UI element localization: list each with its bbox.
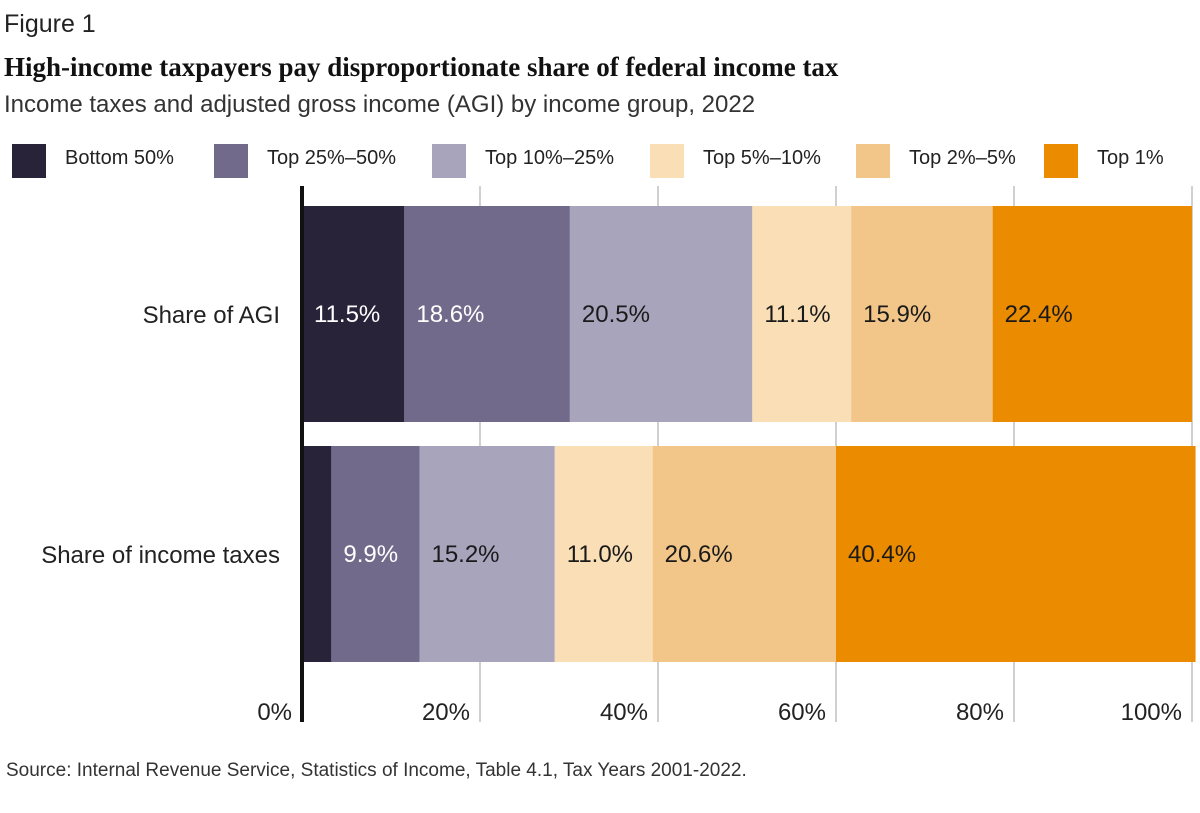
legend-label: Top 2%–5% — [909, 147, 1016, 169]
bar-segment — [419, 446, 555, 662]
data-label: 20.6% — [665, 541, 733, 568]
legend-label: Top 10%–25% — [485, 147, 614, 169]
category-label: Share of AGI — [143, 302, 280, 329]
legend-swatch — [432, 144, 466, 178]
legend-label: Bottom 50% — [65, 147, 174, 169]
bar-segment — [851, 206, 993, 422]
bar-segment — [302, 446, 332, 662]
x-tick-label: 100% — [1121, 699, 1182, 726]
x-tick-label: 20% — [422, 699, 470, 726]
legend-swatch — [650, 144, 684, 178]
category-label: Share of income taxes — [41, 542, 280, 569]
x-tick-label: 40% — [600, 699, 648, 726]
bar-segment — [404, 206, 570, 422]
data-label: 11.5% — [314, 301, 380, 328]
source-note: Source: Internal Revenue Service, Statis… — [6, 760, 747, 781]
data-label: 11.0% — [567, 541, 633, 568]
bar-segment — [992, 206, 1192, 422]
data-label: 18.6% — [416, 301, 484, 328]
figure-label: Figure 1 — [4, 10, 96, 38]
bar-segment — [331, 446, 420, 662]
bar-segment — [569, 206, 753, 422]
legend-swatch — [856, 144, 890, 178]
data-label: 11.1% — [764, 301, 830, 328]
legend-label: Top 25%–50% — [267, 147, 396, 169]
bar-segment — [752, 206, 852, 422]
stacked-bar-chart: 11.5% 18.6% 20.5% 11.1% 15.9% 22.4% Share of A… — [41, 186, 1196, 726]
chart-subtitle: Income taxes and adjusted gross income (… — [4, 91, 756, 118]
data-label: 9.9% — [343, 541, 398, 568]
x-tick-label: 60% — [778, 699, 826, 726]
data-label: 22.4% — [1005, 301, 1073, 328]
bar-segment — [836, 446, 1196, 662]
x-tick-label: 0% — [257, 699, 292, 726]
chart-title: High-income taxpayers pay disproportiona… — [4, 52, 839, 82]
chart-legend: Bottom 50% Top 25%–50% Top 10%–25% Top 5%–1… — [0, 140, 1200, 180]
legend-swatch — [12, 144, 46, 178]
legend-swatch — [214, 144, 248, 178]
bar-segment — [652, 446, 836, 662]
legend-label: Top 1% — [1097, 147, 1164, 169]
data-label: 20.5% — [582, 301, 650, 328]
bar-segment — [554, 446, 653, 662]
data-label: 15.2% — [431, 541, 499, 568]
legend-swatch — [1044, 144, 1078, 178]
data-label: 40.4% — [848, 541, 916, 568]
x-tick-label: 80% — [956, 699, 1004, 726]
legend-label: Top 5%–10% — [703, 147, 821, 169]
data-label: 15.9% — [863, 301, 931, 328]
bar-segment — [302, 206, 405, 422]
